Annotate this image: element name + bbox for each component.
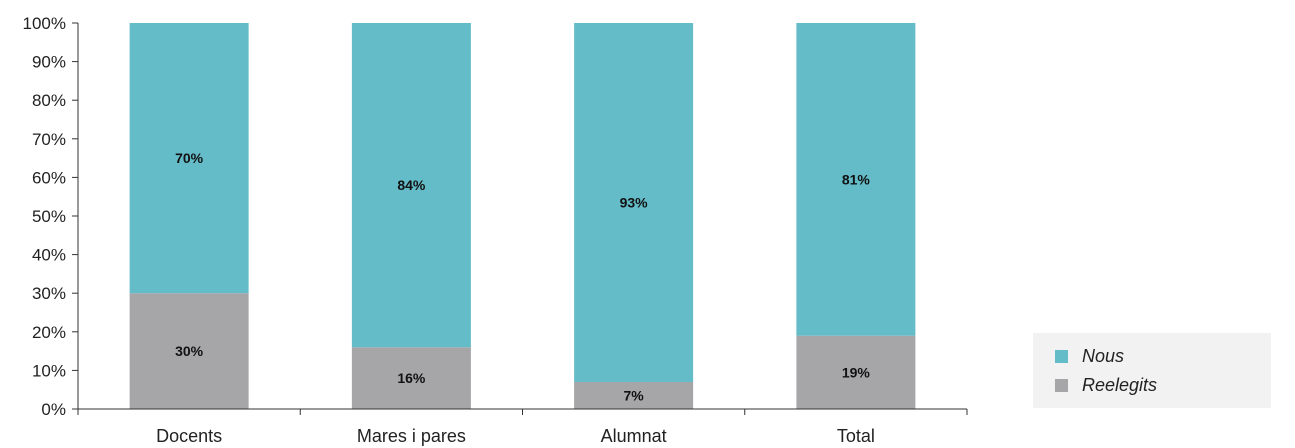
legend-swatch-nous — [1055, 349, 1068, 363]
x-category-label-mares-i-pares: Mares i pares — [357, 426, 466, 446]
y-tick-label: 60% — [32, 168, 66, 187]
y-tick-label: 20% — [32, 323, 66, 342]
bar-nous-alumnat — [574, 23, 694, 382]
y-tick-label: 100% — [23, 14, 66, 33]
legend-item-reelegits: Reelegits — [1055, 374, 1157, 396]
y-tick-label: 80% — [32, 91, 66, 110]
bar-reelegits-alumnat — [574, 381, 694, 409]
x-category-label-total: Total — [837, 426, 875, 446]
data-labels-group: 30% 70% 16% 84% 7% 93% 19% 81% — [175, 150, 870, 403]
legend: Nous Reelegits — [1033, 333, 1271, 408]
x-category-label-alumnat: Alumnat — [601, 426, 667, 446]
y-tick-label: 40% — [32, 246, 66, 265]
y-tick-label: 0% — [41, 400, 66, 419]
bar-reelegits-mares-i-pares — [351, 347, 471, 409]
data-label-nous-alumnat: 93% — [620, 194, 649, 210]
data-label-reelegits-total: 19% — [842, 364, 871, 380]
x-category-label-docents: Docents — [156, 426, 222, 446]
x-axis: Docents Mares i pares Alumnat Total — [77, 408, 968, 446]
y-tick-label: 50% — [32, 207, 66, 226]
y-tick-label: 90% — [32, 53, 66, 72]
y-tick-label: 30% — [32, 284, 66, 303]
y-tick-label: 10% — [32, 361, 66, 380]
legend-swatch-reelegits — [1055, 378, 1068, 392]
data-label-reelegits-alumnat: 7% — [624, 387, 645, 403]
y-axis: 0% 10% 20% 30% 40% 50% 60% 70% 80% 90% 100% — [23, 14, 79, 419]
data-label-nous-total: 81% — [842, 171, 871, 187]
bar-reelegits-docents — [129, 293, 249, 409]
legend-item-nous: Nous — [1055, 345, 1124, 367]
bar-nous-mares-i-pares — [351, 23, 471, 348]
legend-label-nous: Nous — [1082, 345, 1125, 366]
bar-reelegits-total — [796, 335, 916, 409]
bar-nous-docents — [129, 23, 249, 294]
legend-label-reelegits: Reelegits — [1082, 374, 1158, 395]
bars-group — [129, 23, 916, 409]
data-label-reelegits-mares-i-pares: 16% — [397, 370, 426, 386]
bar-nous-total — [796, 23, 916, 336]
data-label-nous-mares-i-pares: 84% — [397, 177, 426, 193]
data-label-nous-docents: 70% — [175, 150, 204, 166]
data-label-reelegits-docents: 30% — [175, 343, 204, 359]
y-tick-label: 70% — [32, 130, 66, 149]
